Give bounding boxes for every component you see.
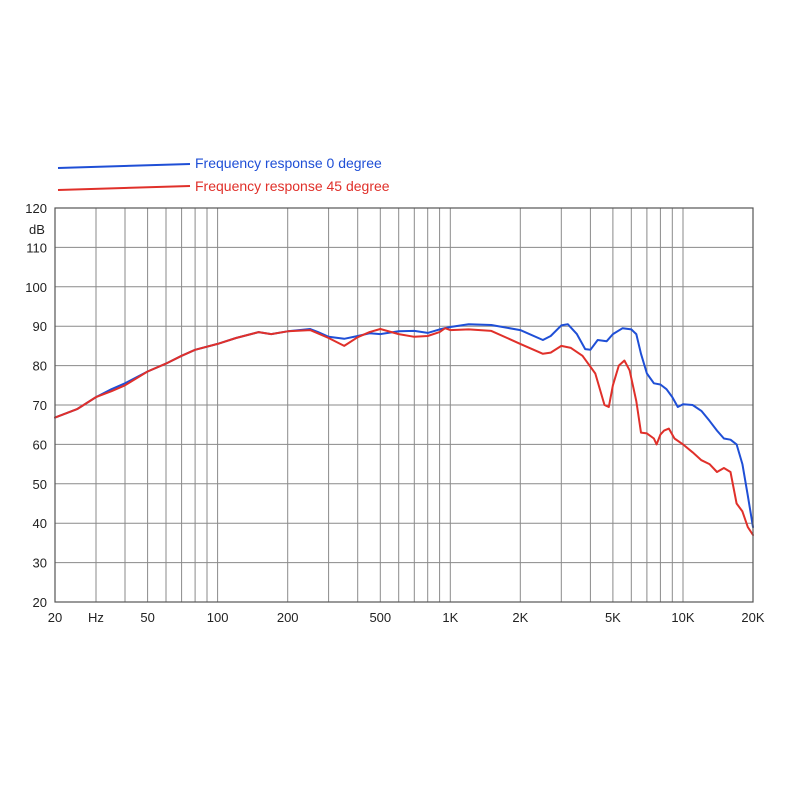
- y-tick-label: 60: [33, 437, 47, 452]
- y-axis: 20 30 40 50 60 70 80 90 100 110 120: [25, 201, 47, 610]
- series-line-0-degree: [54, 323, 754, 529]
- x-tick-label: 5K: [605, 610, 621, 625]
- x-axis: 20 Hz 50 100 200 500 1K 2K 5K 10K 20K: [48, 610, 765, 625]
- grid: [54, 207, 754, 603]
- x-tick-label: 200: [277, 610, 299, 625]
- y-tick-label: 30: [33, 556, 47, 571]
- legend-label-0-degree: Frequency response 0 degree: [195, 155, 382, 171]
- y-unit-label: dB: [29, 222, 45, 237]
- x-tick-label: 500: [369, 610, 391, 625]
- x-tick-label: Hz: [88, 610, 104, 625]
- y-tick-label: 100: [25, 280, 47, 295]
- series-lines: [54, 323, 754, 536]
- y-tick-label: 110: [26, 240, 47, 255]
- y-tick-label: 120: [25, 201, 47, 216]
- series-line-45-degree: [54, 327, 754, 536]
- legend-swatch-45-degree: [57, 185, 191, 191]
- x-tick-label: 20K: [741, 610, 764, 625]
- legend-label-45-degree: Frequency response 45 degree: [195, 178, 390, 194]
- y-tick-label: 50: [33, 477, 47, 492]
- plot-frame: [54, 207, 754, 603]
- x-tick-label: 10K: [671, 610, 694, 625]
- legend: Frequency response 0 degree Frequency re…: [57, 155, 390, 194]
- y-tick-label: 20: [33, 595, 47, 610]
- y-tick-label: 40: [33, 516, 47, 531]
- x-tick-label: 1K: [442, 610, 458, 625]
- y-tick-label: 70: [33, 398, 47, 413]
- x-tick-label: 50: [140, 610, 154, 625]
- legend-swatch-0-degree: [57, 163, 191, 169]
- y-tick-label: 80: [33, 359, 47, 374]
- x-tick-label: 20: [48, 610, 62, 625]
- y-tick-label: 90: [33, 319, 47, 334]
- x-tick-label: 2K: [512, 610, 528, 625]
- x-tick-label: 100: [207, 610, 229, 625]
